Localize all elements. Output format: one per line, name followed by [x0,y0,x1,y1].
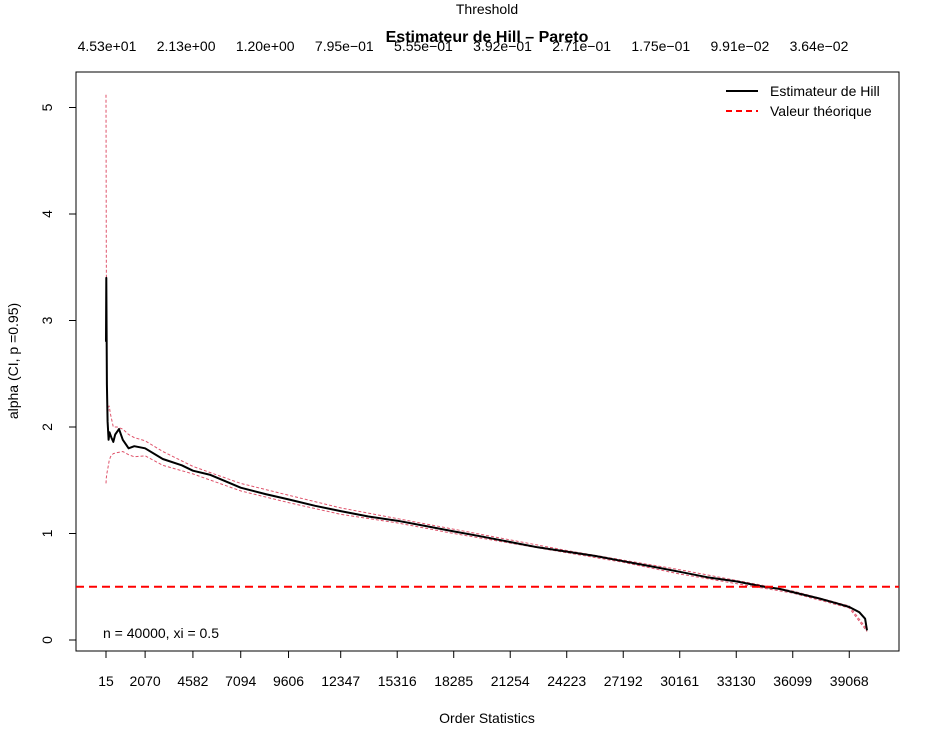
top-axis-label: Threshold [456,1,518,17]
x-tick-label: 21254 [491,673,530,689]
x-tick-label: 4582 [177,673,208,689]
plot-frame [75,71,900,652]
x-axis: 15 2070 4582 7094 9606 12347 15316 18285 21254 24… [98,650,869,689]
threshold-tick-label: 7.95e−01 [315,38,374,54]
threshold-tick-label: 3.92e−01 [473,38,532,54]
x-tick-label: 24223 [547,673,586,689]
y-tick-label: 1 [39,529,55,537]
x-tick-label: 30161 [660,673,699,689]
x-tick-label: 18285 [434,673,473,689]
confidence-band [105,94,868,632]
x-tick-label: 27192 [604,673,643,689]
threshold-tick-label: 1.20e+00 [236,38,295,54]
ci-upper-line [105,94,868,630]
hill-estimator-line [105,276,868,631]
ci-lower-line [105,450,868,632]
y-tick-label: 2 [39,423,55,431]
sample-annotation: n = 40000, xi = 0.5 [103,625,219,641]
threshold-tick-label: 2.13e+00 [157,38,216,54]
threshold-tick-label: 2.71e−01 [552,38,611,54]
legend-entry-label: Valeur théorique [770,103,872,119]
y-tick-label: 0 [39,636,55,644]
threshold-tick-label: 9.91e−02 [710,38,769,54]
y-tick-label: 5 [39,103,55,111]
y-axis: 0 1 2 3 4 5 [39,103,77,644]
top-axis-ticks: 4.53e+01 2.13e+00 1.20e+00 7.95e−01 5.55e−01… [78,38,849,54]
y-tick-label: 4 [39,210,55,218]
x-tick-label: 15 [98,673,114,689]
legend: Estimateur de Hill Valeur théorique [726,83,880,119]
x-tick-label: 7094 [225,673,256,689]
y-axis-label: alpha (CI, p =0.95) [5,303,21,419]
x-tick-label: 15316 [378,673,417,689]
x-tick-label: 36099 [773,673,812,689]
threshold-tick-label: 1.75e−01 [631,38,690,54]
x-tick-label: 2070 [130,673,161,689]
threshold-tick-label: 3.64e−02 [790,38,849,54]
legend-entry-label: Estimateur de Hill [770,83,880,99]
x-axis-label: Order Statistics [439,710,535,726]
x-tick-label: 39068 [830,673,869,689]
x-tick-label: 33130 [717,673,756,689]
y-tick-label: 3 [39,316,55,324]
threshold-tick-label: 4.53e+01 [78,38,137,54]
x-tick-label: 9606 [273,673,304,689]
series-group [76,276,899,631]
threshold-tick-label: 5.55e−01 [394,38,453,54]
chart-title: Estimateur de Hill – Pareto [386,29,589,46]
x-tick-label: 12347 [321,673,360,689]
